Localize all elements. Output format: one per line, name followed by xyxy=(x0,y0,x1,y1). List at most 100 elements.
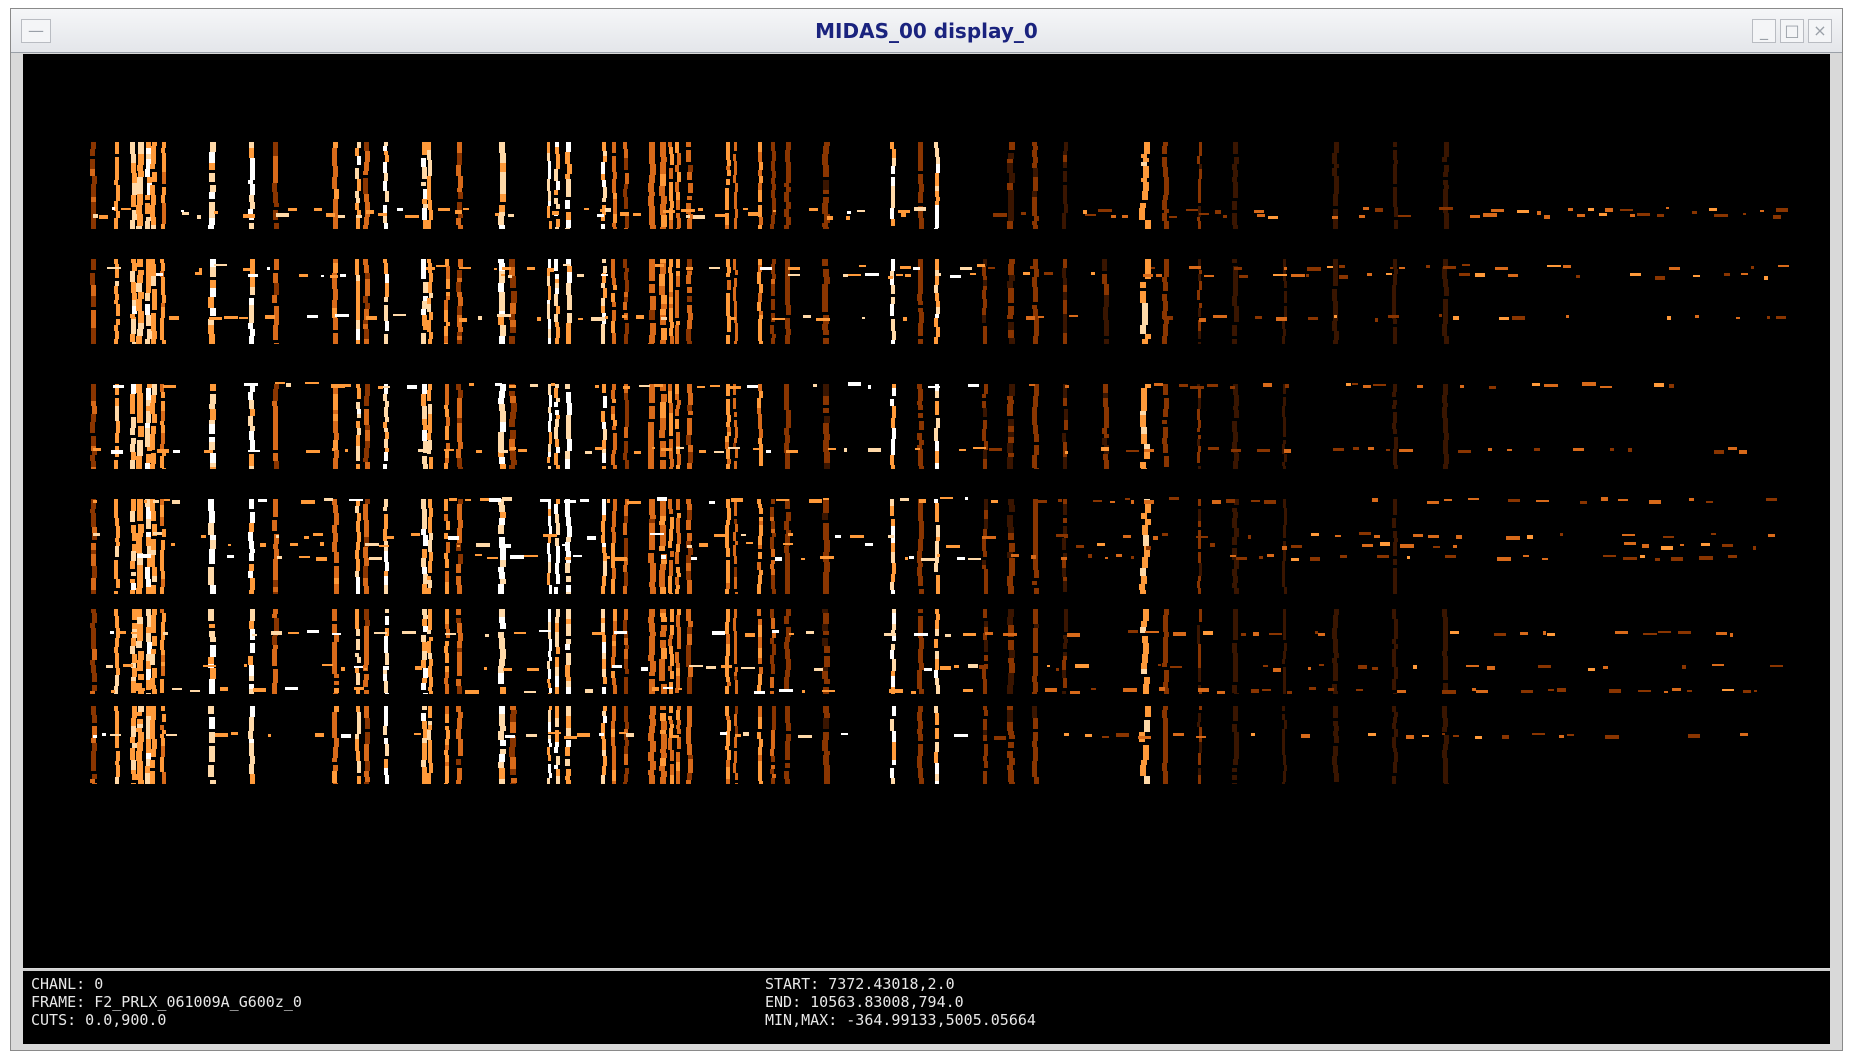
emission-line-segment xyxy=(1198,342,1201,344)
emission-line-segment xyxy=(137,165,143,171)
close-icon[interactable]: × xyxy=(1808,19,1832,43)
emission-line-segment xyxy=(676,499,680,510)
emission-line-segment xyxy=(273,428,278,440)
emission-line-segment xyxy=(1142,636,1148,643)
emission-line-segment xyxy=(726,742,730,746)
emission-line-segment xyxy=(1008,453,1014,457)
emission-line-segment xyxy=(650,706,656,715)
emission-line-segment xyxy=(364,537,369,547)
emission-line-segment xyxy=(1444,153,1449,157)
minimize-icon[interactable]: _ xyxy=(1752,19,1776,43)
sky-streak-segment xyxy=(1557,688,1566,692)
emission-line-segment xyxy=(1232,164,1237,170)
sky-streak-segment xyxy=(940,497,953,499)
emission-line-segment xyxy=(603,706,607,711)
emission-line-segment xyxy=(510,736,516,747)
emission-line-segment xyxy=(935,552,939,563)
emission-line-segment xyxy=(210,280,216,288)
emission-line-segment xyxy=(91,394,96,401)
emission-line-segment xyxy=(457,270,462,278)
emission-line-segment xyxy=(602,142,606,151)
emission-line-segment xyxy=(334,450,339,458)
emission-line-segment xyxy=(1393,693,1397,694)
emission-line-segment xyxy=(602,453,606,463)
sky-streak-segment xyxy=(426,267,435,270)
emission-line-segment xyxy=(623,453,627,460)
emission-line-segment xyxy=(983,777,987,784)
sky-streak-segment xyxy=(1605,208,1613,212)
emission-line-segment xyxy=(935,407,939,415)
sky-streak-segment xyxy=(1397,690,1406,693)
sky-streak-segment xyxy=(914,633,928,636)
emission-line-segment xyxy=(150,678,155,685)
window-title: MIDAS_00 display_0 xyxy=(815,19,1038,43)
emission-line-segment xyxy=(786,173,791,183)
sky-streak-segment xyxy=(1335,535,1341,537)
emission-line-segment xyxy=(364,396,369,406)
image-display-area[interactable] xyxy=(23,54,1830,968)
emission-line-segment xyxy=(1063,643,1067,649)
emission-line-segment xyxy=(249,743,254,752)
emission-line-segment xyxy=(556,558,560,563)
emission-line-segment xyxy=(556,204,560,209)
sky-streak-segment xyxy=(1475,273,1485,277)
emission-line-segment xyxy=(91,578,96,590)
emission-line-segment xyxy=(668,541,672,548)
emission-line-segment xyxy=(734,218,737,226)
emission-line-segment xyxy=(208,297,214,308)
sky-streak-segment xyxy=(1399,267,1405,269)
sky-streak-segment xyxy=(1400,544,1414,548)
emission-line-segment xyxy=(385,609,389,613)
emission-line-segment xyxy=(758,205,762,217)
emission-line-segment xyxy=(500,172,506,184)
emission-line-segment xyxy=(669,706,673,713)
sky-streak-segment xyxy=(1085,214,1096,216)
emission-line-segment xyxy=(510,320,516,327)
emission-line-segment xyxy=(90,660,95,665)
emission-line-segment xyxy=(1033,336,1038,342)
emission-line-segment xyxy=(935,511,939,522)
emission-line-segment xyxy=(1333,280,1338,286)
emission-line-segment xyxy=(457,340,462,344)
emission-line-segment xyxy=(548,169,551,179)
emission-line-segment xyxy=(649,393,655,403)
emission-line-segment xyxy=(734,226,737,229)
emission-line-segment xyxy=(422,743,427,752)
emission-line-segment xyxy=(686,727,691,736)
emission-line-segment xyxy=(160,734,164,738)
emission-line-segment xyxy=(499,336,505,343)
window-menu-icon[interactable]: — xyxy=(21,19,51,43)
emission-line-segment xyxy=(445,609,449,620)
emission-line-segment xyxy=(1333,194,1338,200)
emission-line-segment xyxy=(162,772,166,778)
emission-line-segment xyxy=(611,321,615,333)
emission-line-segment xyxy=(624,441,628,453)
emission-line-segment xyxy=(891,297,895,304)
emission-line-segment xyxy=(601,521,605,532)
emission-line-segment xyxy=(274,461,279,469)
emission-line-segment xyxy=(891,630,895,635)
emission-line-segment xyxy=(1140,203,1146,208)
emission-line-segment xyxy=(1063,151,1067,155)
sky-streak-segment xyxy=(970,273,976,275)
emission-line-segment xyxy=(612,568,616,579)
emission-line-segment xyxy=(624,649,628,659)
emission-line-segment xyxy=(333,289,338,300)
emission-line-segment xyxy=(160,687,164,693)
emission-line-segment xyxy=(1393,187,1397,197)
emission-line-segment xyxy=(1164,632,1169,637)
emission-line-segment xyxy=(90,169,95,176)
maximize-icon[interactable]: □ xyxy=(1780,19,1804,43)
emission-line-segment xyxy=(1063,193,1067,204)
emission-line-segment xyxy=(444,336,448,343)
emission-line-segment xyxy=(429,552,433,561)
sky-streak-segment xyxy=(940,666,951,670)
sky-streak-segment xyxy=(602,532,605,536)
emission-line-segment xyxy=(91,401,96,406)
emission-line-segment xyxy=(355,259,359,266)
title-bar[interactable]: — MIDAS_00 display_0 _ □ × xyxy=(11,9,1842,53)
sky-streak-segment xyxy=(809,208,818,211)
emission-line-segment xyxy=(145,499,150,507)
emission-line-segment xyxy=(918,174,923,180)
emission-line-segment xyxy=(333,747,338,758)
